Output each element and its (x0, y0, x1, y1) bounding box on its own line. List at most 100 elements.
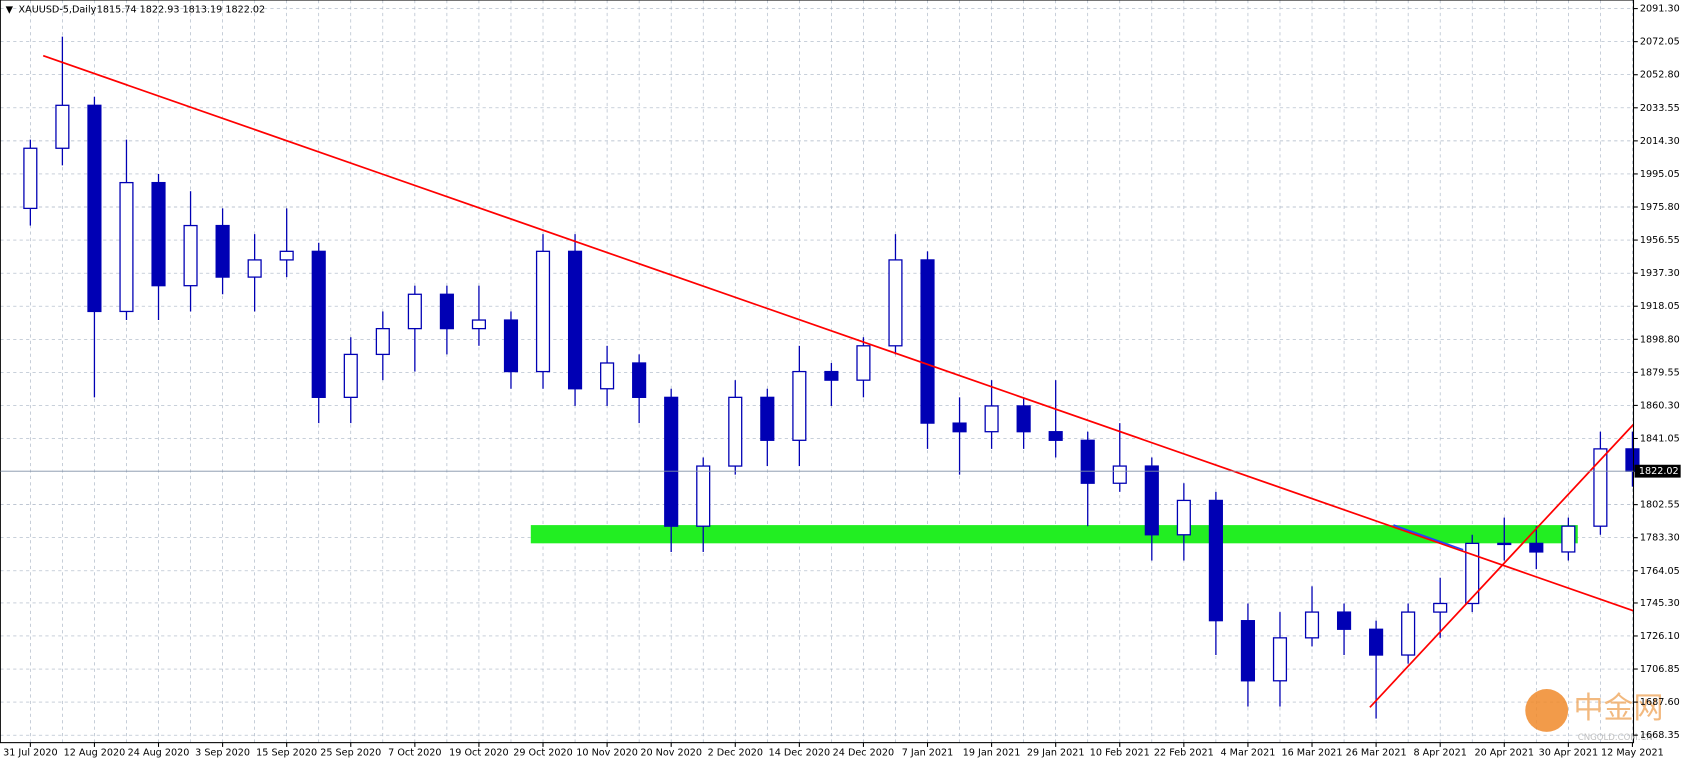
candle-body (279, 250, 294, 261)
candle-body (471, 319, 487, 330)
y-tick-label: 1726.10 (1640, 631, 1680, 642)
candle-body (952, 422, 967, 433)
candle-body (824, 370, 839, 381)
candle-body (567, 250, 583, 390)
candle-body (119, 181, 134, 313)
candle-body (632, 362, 647, 398)
title-arrow: ▼ (6, 5, 14, 16)
y-tick-label: 1975.80 (1640, 202, 1680, 213)
x-tick-label: 12 Aug 2020 (64, 747, 126, 758)
x-tick-label: 10 Feb 2021 (1090, 747, 1150, 758)
candle-body (1240, 620, 1256, 682)
x-tick-label: 14 Dec 2020 (769, 747, 831, 758)
candle-body (1369, 628, 1384, 656)
title-prices: 1815.74 1822.93 1813.19 1822.02 (97, 5, 265, 16)
x-tick-label: 24 Dec 2020 (833, 747, 895, 758)
candle-body (343, 353, 358, 398)
y-tick-label: 2052.80 (1640, 70, 1680, 81)
support-zone (530, 525, 1578, 544)
candle-body (215, 224, 230, 278)
x-tick-label: 24 Aug 2020 (128, 747, 190, 758)
x-tick-label: 22 Feb 2021 (1154, 747, 1214, 758)
candle-body (1561, 525, 1576, 553)
candle-body (407, 293, 422, 330)
x-tick-label: 16 Mar 2021 (1282, 747, 1343, 758)
candle-body (1048, 431, 1063, 441)
candle-body (87, 104, 102, 313)
candle-body (792, 370, 807, 441)
y-tick-label: 1898.80 (1640, 334, 1680, 345)
trendline-segment (1393, 524, 1464, 551)
y-tick-label: 1918.05 (1640, 301, 1680, 312)
y-tick-label: 1879.55 (1640, 367, 1680, 378)
x-tick-label: 7 Jan 2021 (902, 747, 954, 758)
candle-body (728, 396, 743, 467)
x-tick-label: 29 Jan 2021 (1027, 747, 1085, 758)
candle-body (1401, 611, 1416, 656)
candle-body (760, 396, 775, 441)
candle-body (1112, 465, 1127, 484)
y-tick-label: 1745.30 (1640, 598, 1680, 609)
candle-body (311, 250, 326, 398)
chart-title: XAUUSD-5,Daily (19, 5, 97, 16)
candle-body (1144, 465, 1159, 536)
y-tick-label: 2091.30 (1640, 4, 1680, 15)
candle-body (535, 250, 551, 373)
down-trendline (42, 54, 1634, 612)
candle-body (1529, 542, 1544, 553)
x-tick-label: 31 Jul 2020 (3, 747, 57, 758)
watermark: 中金网 (1573, 691, 1663, 726)
y-tick-label: 2072.05 (1640, 37, 1680, 48)
watermark-sub: CNGOLD.COM.CN (1578, 733, 1653, 743)
y-tick-label: 1937.30 (1640, 268, 1680, 279)
candle-body (888, 259, 903, 347)
candle-body (1304, 611, 1320, 639)
candle-body (1497, 542, 1512, 546)
y-tick-label: 1841.05 (1640, 433, 1680, 444)
y-tick-label: 1687.60 (1640, 697, 1680, 708)
x-tick-label: 12 May 2021 (1601, 747, 1664, 758)
candle-body (151, 181, 166, 287)
x-tick-label: 20 Apr 2021 (1475, 747, 1535, 758)
candle-body (1080, 439, 1095, 484)
y-tick-label: 2033.55 (1640, 103, 1680, 114)
last-price-box (1634, 464, 1681, 478)
x-tick-label: 19 Jan 2021 (963, 747, 1021, 758)
x-tick-label: 10 Nov 2020 (576, 747, 638, 758)
x-tick-label: 4 Mar 2021 (1220, 747, 1275, 758)
x-tick-label: 15 Sep 2020 (256, 747, 317, 758)
x-tick-label: 26 Mar 2021 (1346, 747, 1407, 758)
candle-body (1593, 448, 1608, 527)
x-tick-label: 3 Sep 2020 (195, 747, 250, 758)
candle-body (1016, 405, 1031, 433)
candle-body (1272, 637, 1288, 682)
candle-body (856, 345, 871, 381)
x-tick-label: 30 Apr 2021 (1539, 747, 1599, 758)
x-tick-label: 29 Oct 2020 (513, 747, 573, 758)
candle-body (23, 147, 38, 210)
y-tick-label: 1802.55 (1640, 500, 1680, 511)
candle-body (920, 259, 935, 424)
y-tick-label: 1764.05 (1640, 566, 1680, 577)
candle-body (1176, 499, 1191, 536)
y-tick-label: 1783.30 (1640, 533, 1680, 544)
x-tick-label: 20 Nov 2020 (640, 747, 702, 758)
y-tick-label: 2014.30 (1640, 136, 1680, 147)
grid (0, 0, 1634, 743)
x-tick-label: 25 Sep 2020 (320, 747, 381, 758)
candle-body (696, 465, 711, 527)
candle-body (664, 396, 679, 527)
candle-body (1465, 542, 1480, 605)
y-tick-label: 1706.85 (1640, 664, 1680, 675)
candle-body (247, 259, 262, 278)
candles (23, 36, 1640, 719)
y-tick-label: 1668.35 (1640, 730, 1680, 741)
y-tick-label: 1995.05 (1640, 169, 1680, 180)
candle-body (375, 327, 390, 356)
candle-body (1208, 499, 1223, 622)
candle-body (503, 319, 519, 373)
plot-border (0, 0, 1635, 744)
x-tick-label: 8 Apr 2021 (1413, 747, 1466, 758)
